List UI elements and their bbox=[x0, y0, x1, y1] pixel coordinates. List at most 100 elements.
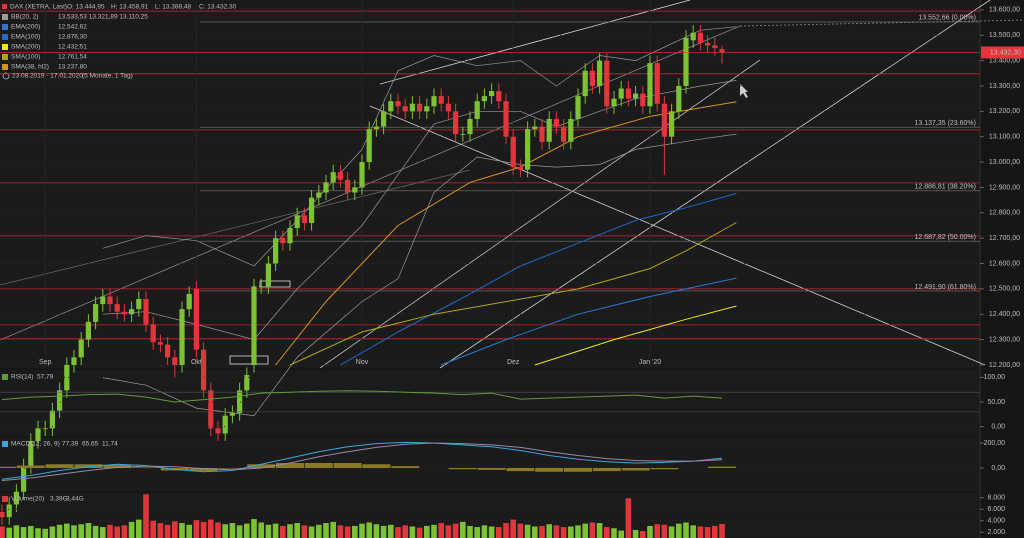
legend-value: 11,74 bbox=[102, 441, 118, 448]
macd-panel bbox=[0, 438, 980, 491]
candle-body bbox=[510, 136, 516, 168]
volume-bar bbox=[366, 522, 372, 538]
candle-body bbox=[395, 101, 401, 107]
volume-bar bbox=[56, 524, 63, 538]
volume-bar bbox=[136, 519, 142, 538]
candle-body bbox=[517, 167, 523, 170]
volume-bar bbox=[208, 519, 214, 538]
candle-body bbox=[157, 342, 163, 345]
macd-line bbox=[1, 441, 723, 480]
candle-body bbox=[582, 70, 588, 97]
candle-body bbox=[589, 70, 595, 86]
volume-bar bbox=[481, 525, 488, 538]
legend-swatch bbox=[2, 54, 8, 60]
candle-body bbox=[561, 126, 567, 142]
volume-bar bbox=[244, 523, 250, 538]
marker-box bbox=[259, 280, 291, 288]
volume-bar bbox=[424, 525, 430, 538]
candle-body bbox=[136, 299, 142, 310]
candle-body bbox=[287, 228, 293, 244]
volume-bar bbox=[409, 526, 416, 538]
x-tick-label: Okt bbox=[191, 359, 202, 366]
volume-bar bbox=[28, 525, 34, 538]
candle-body bbox=[93, 304, 99, 322]
volume-bar bbox=[402, 525, 408, 538]
candle-body bbox=[604, 60, 610, 107]
volume-bar bbox=[265, 524, 272, 538]
candle-body bbox=[352, 187, 358, 193]
volume-bar bbox=[13, 525, 20, 538]
candle-body bbox=[481, 96, 487, 102]
band-upper bbox=[102, 26, 737, 267]
legend-name: EMA(200) bbox=[11, 24, 40, 31]
volume-bar bbox=[6, 527, 12, 538]
candle-body bbox=[193, 288, 199, 350]
legend-swatch bbox=[2, 64, 8, 70]
volume-bar bbox=[150, 520, 156, 538]
volume-bar bbox=[42, 528, 48, 538]
legend-name: MACD(12, 26, 9) bbox=[11, 441, 60, 448]
candle-body bbox=[64, 364, 70, 391]
fib-label: 12.687,82 (50.00%) bbox=[915, 234, 977, 241]
candle-body bbox=[388, 101, 394, 112]
last-price-tag bbox=[981, 46, 1024, 59]
candle-body bbox=[6, 504, 12, 518]
candle-body bbox=[57, 390, 63, 411]
volume-bar bbox=[661, 524, 668, 538]
histogram-bar bbox=[276, 463, 304, 468]
y-tick-label: 13.100,00 bbox=[989, 134, 1020, 141]
candle-body bbox=[553, 118, 559, 127]
x-tick-label: Sep bbox=[39, 359, 52, 366]
legend-name: Volume(20) bbox=[11, 496, 44, 503]
histogram-bar bbox=[132, 467, 160, 468]
candle-body bbox=[201, 349, 207, 391]
volume-bar bbox=[568, 526, 574, 538]
x-tick-label: Jan '20 bbox=[639, 359, 661, 366]
volume-bar bbox=[352, 525, 358, 538]
volume-bar bbox=[596, 523, 603, 538]
legend-icon bbox=[2, 4, 7, 9]
candle-body bbox=[661, 103, 667, 137]
candle-body bbox=[237, 390, 243, 414]
volume-bar bbox=[287, 524, 293, 538]
candle-body bbox=[35, 428, 41, 442]
marker-box bbox=[229, 355, 269, 365]
volume-bar bbox=[258, 522, 264, 538]
candle-body bbox=[273, 238, 279, 264]
candle-body bbox=[719, 49, 725, 53]
volume-bar bbox=[78, 524, 84, 538]
volume-bar bbox=[359, 523, 365, 538]
candle-body bbox=[129, 309, 135, 315]
candle-body bbox=[525, 129, 531, 170]
volume-bar bbox=[560, 527, 567, 538]
legend-swatch bbox=[2, 496, 8, 502]
histogram-bar bbox=[708, 466, 736, 468]
volume-bar bbox=[452, 523, 459, 538]
volume-bar bbox=[539, 525, 545, 538]
histogram-bar bbox=[333, 463, 362, 468]
volume-bar bbox=[683, 522, 689, 538]
candle-body bbox=[71, 357, 77, 365]
legend-value: 3,44G bbox=[66, 496, 84, 503]
legend-value: 12.432,51 bbox=[58, 44, 87, 51]
candle-body bbox=[453, 111, 459, 135]
histogram-bar bbox=[45, 464, 74, 468]
histogram-bar bbox=[74, 464, 103, 468]
volume-bar bbox=[85, 523, 92, 538]
cursor-icon bbox=[740, 84, 748, 98]
main-panel bbox=[0, 0, 980, 368]
y-tick-label: 4.000 bbox=[987, 518, 1005, 525]
volume-bar bbox=[647, 525, 653, 538]
candle-body bbox=[654, 63, 660, 104]
volume-bar bbox=[388, 524, 394, 538]
candle-body bbox=[575, 96, 581, 119]
y-tick-label: 12.200,00 bbox=[989, 362, 1020, 369]
trend-line bbox=[0, 169, 471, 286]
y-tick-label: 12.300,00 bbox=[989, 336, 1020, 343]
candle-body bbox=[618, 88, 624, 99]
candle-body bbox=[107, 296, 113, 305]
volume-bar bbox=[431, 524, 437, 538]
legend-swatch bbox=[2, 374, 8, 380]
histogram-bar bbox=[621, 468, 650, 471]
legend-swatch bbox=[2, 14, 8, 20]
